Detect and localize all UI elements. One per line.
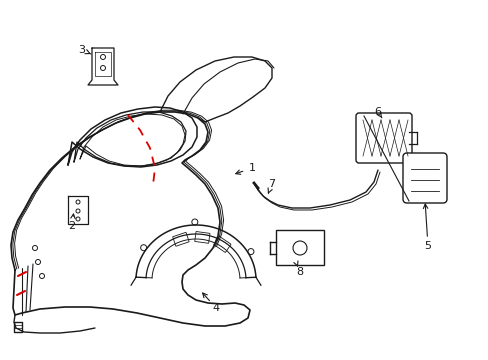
FancyBboxPatch shape (355, 113, 411, 163)
Text: 6: 6 (374, 107, 381, 117)
Text: 3: 3 (79, 45, 85, 55)
Bar (194, 231, 209, 243)
Text: 8: 8 (296, 267, 303, 277)
Text: 7: 7 (268, 179, 275, 189)
Text: 2: 2 (68, 221, 76, 231)
Text: 4: 4 (212, 303, 219, 313)
Text: 5: 5 (424, 241, 430, 251)
FancyBboxPatch shape (275, 230, 324, 265)
FancyBboxPatch shape (402, 153, 446, 203)
Text: 1: 1 (248, 163, 255, 173)
Bar (213, 237, 230, 252)
Bar (172, 232, 189, 246)
